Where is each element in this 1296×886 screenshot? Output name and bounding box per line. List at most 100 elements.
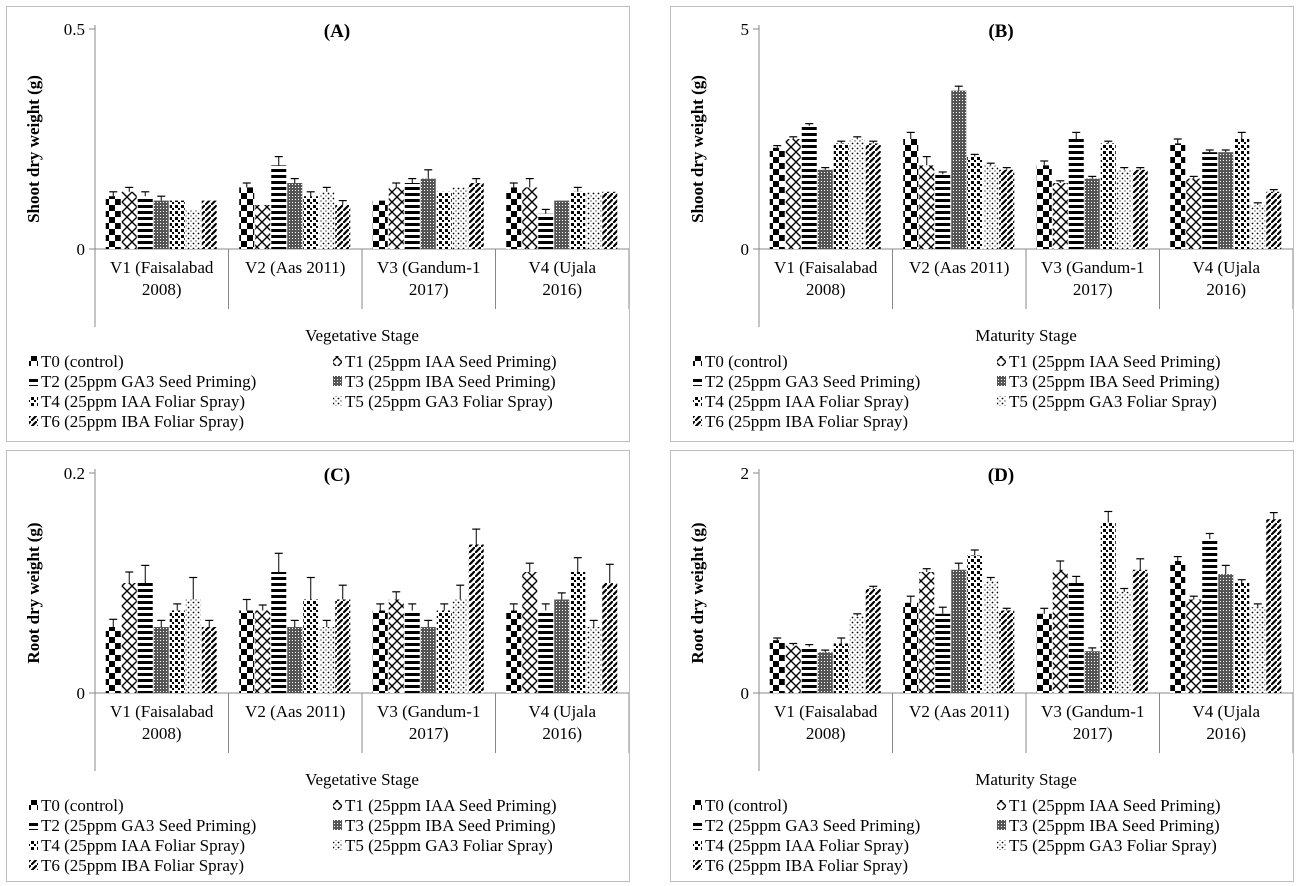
bar bbox=[153, 200, 169, 249]
bar bbox=[303, 599, 319, 693]
x-axis-label: Maturity Stage bbox=[975, 326, 1077, 345]
category-label: 2017) bbox=[409, 280, 449, 299]
bar bbox=[105, 627, 121, 693]
panel-a: 0.5 0 Shoot dry weight (g) (A) V1 (Faisalaba… bbox=[6, 6, 630, 442]
legend-entry: T4 (25ppm IAA Foliar Spray) bbox=[705, 836, 909, 855]
legend-entry: T5 (25ppm GA3 Foliar Spray) bbox=[1009, 836, 1217, 855]
category-label: V1 (Faisalabad bbox=[110, 702, 214, 721]
bar bbox=[105, 196, 121, 249]
bar bbox=[769, 640, 785, 693]
bar bbox=[388, 187, 404, 249]
category-label: V3 (Gandum-1 bbox=[1041, 702, 1144, 721]
category-label: V3 (Gandum-1 bbox=[1041, 258, 1144, 277]
bar bbox=[833, 643, 849, 693]
legend-swatch bbox=[693, 376, 702, 386]
bar bbox=[554, 200, 570, 249]
legend-entry: T5 (25ppm GA3 Foliar Spray) bbox=[345, 392, 553, 411]
bar bbox=[538, 213, 554, 249]
bar bbox=[239, 610, 255, 693]
bar bbox=[335, 205, 351, 249]
legend-entry: T1 (25ppm IAA Seed Priming) bbox=[345, 352, 557, 371]
bar bbox=[201, 627, 217, 693]
bar bbox=[554, 599, 570, 693]
bar bbox=[602, 191, 618, 249]
bar bbox=[1234, 583, 1250, 693]
y-axis-label: Shoot dry weight (g) bbox=[688, 75, 707, 223]
category-label: V4 (Ujala bbox=[1192, 258, 1260, 277]
category-label: V3 (Gandum-1 bbox=[377, 702, 480, 721]
legend-swatch bbox=[997, 820, 1006, 830]
category-label: 2008) bbox=[806, 724, 846, 743]
legend-entry: T6 (25ppm IBA Foliar Spray) bbox=[41, 412, 244, 431]
y-tick-label: 0.2 bbox=[64, 464, 85, 483]
legend-entry: T2 (25ppm GA3 Seed Priming) bbox=[705, 372, 920, 391]
legend-entry: T6 (25ppm IBA Foliar Spray) bbox=[705, 412, 908, 431]
legend-swatch bbox=[333, 396, 342, 406]
bar bbox=[817, 169, 833, 249]
bar bbox=[801, 125, 817, 249]
bar bbox=[255, 205, 271, 249]
bar bbox=[1116, 591, 1132, 693]
bar bbox=[785, 645, 801, 693]
bar bbox=[967, 156, 983, 249]
bar bbox=[506, 610, 522, 693]
bar bbox=[169, 610, 185, 693]
bar bbox=[865, 143, 881, 249]
bar bbox=[1202, 152, 1218, 249]
legend-entry: T3 (25ppm IBA Seed Priming) bbox=[1009, 816, 1220, 835]
legend-swatch bbox=[693, 860, 702, 870]
bar bbox=[287, 183, 303, 249]
y-tick-label: 2 bbox=[741, 464, 750, 483]
legend-swatch bbox=[693, 840, 702, 850]
chart-c: 0.2 0 Root dry weight (g) (C) V1 (Faisalabad… bbox=[24, 464, 630, 875]
chart-title: (A) bbox=[324, 21, 350, 42]
panel-b: 5 0 Shoot dry weight (g) (B) V1 (Faisalabad 2… bbox=[670, 6, 1294, 442]
legend-entry: T4 (25ppm IAA Foliar Spray) bbox=[41, 836, 245, 855]
legend-swatch bbox=[693, 820, 702, 830]
category-label: V1 (Faisalabad bbox=[774, 258, 878, 277]
legend-swatch bbox=[333, 800, 342, 810]
category-label: V2 (Aas 2011) bbox=[245, 702, 345, 721]
bar bbox=[468, 544, 484, 693]
legend-entry: T1 (25ppm IAA Seed Priming) bbox=[345, 796, 557, 815]
bar bbox=[1052, 569, 1068, 693]
bar bbox=[1250, 205, 1266, 249]
legend-entry: T3 (25ppm IBA Seed Priming) bbox=[345, 372, 556, 391]
bar bbox=[919, 572, 935, 693]
bar bbox=[1218, 152, 1234, 249]
bar bbox=[468, 183, 484, 249]
category-label: V2 (Aas 2011) bbox=[245, 258, 345, 277]
bar bbox=[404, 610, 420, 693]
bar bbox=[319, 627, 335, 693]
bar bbox=[999, 169, 1015, 249]
bar bbox=[1266, 191, 1282, 249]
bar bbox=[1218, 574, 1234, 693]
legend-entry: T1 (25ppm IAA Seed Priming) bbox=[1009, 796, 1221, 815]
bar bbox=[372, 610, 388, 693]
chart-title: (D) bbox=[988, 465, 1014, 486]
bar bbox=[865, 588, 881, 693]
bar bbox=[436, 191, 452, 249]
bar bbox=[1100, 522, 1116, 693]
category-label: V4 (Ujala bbox=[1192, 702, 1260, 721]
bar bbox=[420, 627, 436, 693]
legend-entry: T0 (control) bbox=[705, 352, 788, 371]
legend-entry: T2 (25ppm GA3 Seed Priming) bbox=[41, 372, 256, 391]
category-label: V1 (Faisalabad bbox=[110, 258, 214, 277]
legend-entry: T3 (25ppm IBA Seed Priming) bbox=[1009, 372, 1220, 391]
legend-entry: T4 (25ppm IAA Foliar Spray) bbox=[705, 392, 909, 411]
legend-entry: T6 (25ppm IBA Foliar Spray) bbox=[705, 856, 908, 875]
legend-swatch bbox=[29, 376, 38, 386]
legend-swatch bbox=[997, 376, 1006, 386]
legend-entry: T5 (25ppm GA3 Foliar Spray) bbox=[1009, 392, 1217, 411]
bar bbox=[452, 599, 468, 693]
bar bbox=[1186, 178, 1202, 249]
chart-d: 2 0 Root dry weight (g) (D) V1 (Faisalabad 20… bbox=[688, 464, 1294, 875]
legend-swatch bbox=[333, 356, 342, 366]
bar bbox=[271, 165, 287, 249]
category-label: V2 (Aas 2011) bbox=[909, 702, 1009, 721]
legend-entry: T2 (25ppm GA3 Seed Priming) bbox=[705, 816, 920, 835]
category-label: V3 (Gandum-1 bbox=[377, 258, 480, 277]
legend-swatch bbox=[693, 396, 702, 406]
category-label: 2016) bbox=[1206, 724, 1246, 743]
